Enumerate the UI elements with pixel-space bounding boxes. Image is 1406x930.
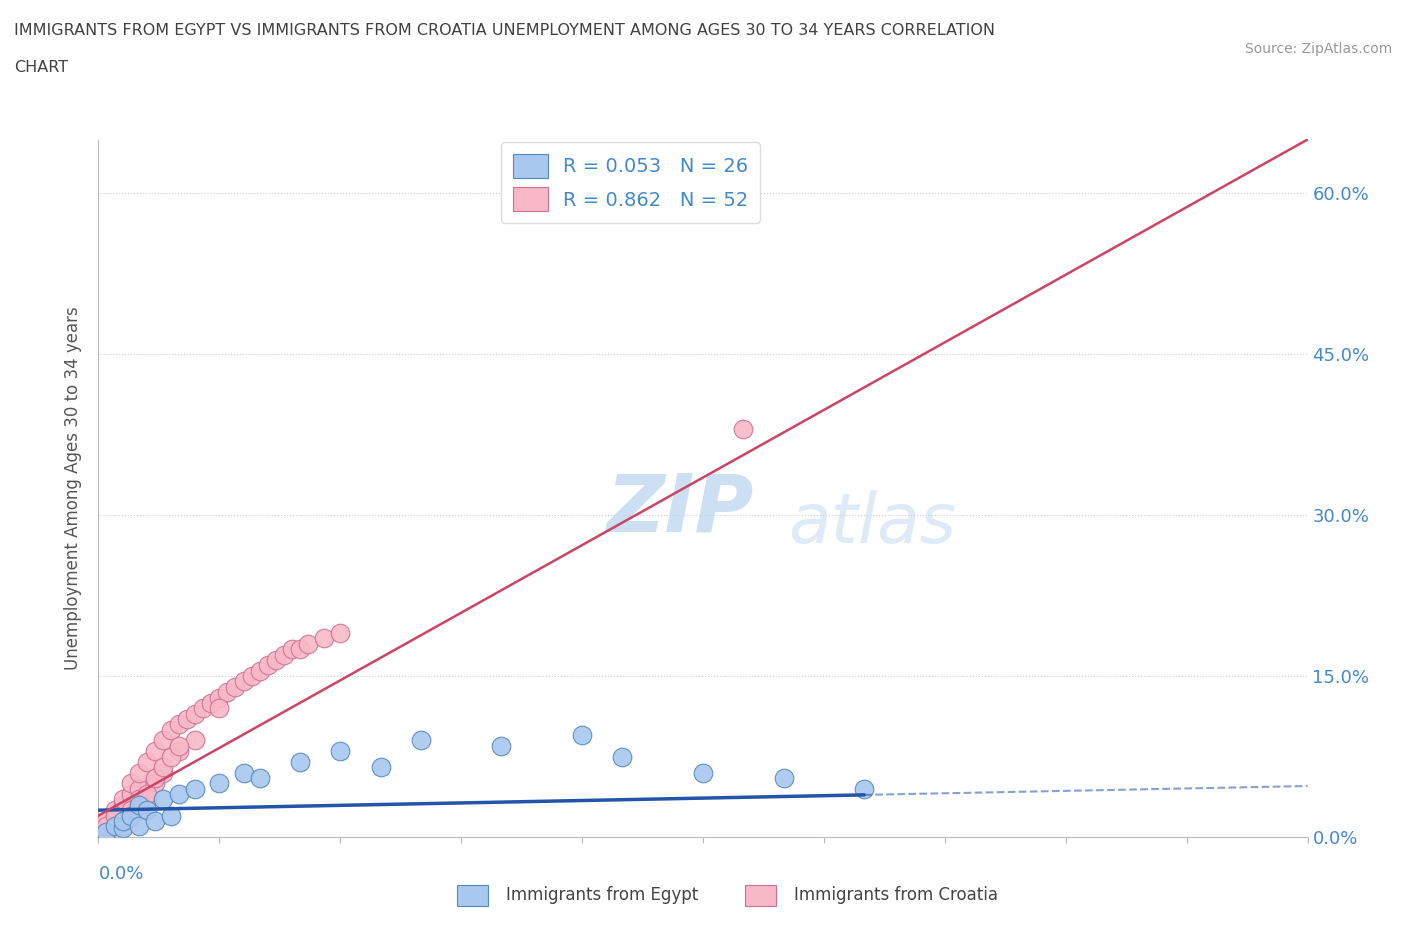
Point — [208, 701, 231, 716]
Point — [200, 696, 222, 711]
Point — [273, 647, 295, 662]
Y-axis label: Unemployment Among Ages 30 to 34 years: Unemployment Among Ages 30 to 34 years — [65, 306, 83, 671]
Point — [264, 653, 287, 668]
Point — [143, 776, 166, 790]
Point — [135, 792, 157, 807]
Point — [288, 642, 311, 657]
Point — [152, 733, 174, 748]
Point — [733, 422, 755, 437]
Point — [128, 792, 150, 807]
Point — [143, 771, 166, 786]
Point — [232, 765, 254, 780]
Point — [409, 733, 432, 748]
Point — [256, 658, 278, 672]
Point — [120, 787, 142, 802]
Point — [167, 787, 190, 802]
Point — [314, 631, 336, 646]
Point — [103, 808, 125, 823]
Text: 0.0%: 0.0% — [98, 865, 143, 883]
Point — [370, 760, 392, 775]
Point — [329, 744, 352, 759]
Point — [232, 674, 254, 689]
Point — [96, 824, 118, 839]
Point — [103, 803, 125, 817]
Point — [184, 781, 207, 796]
Point — [135, 787, 157, 802]
Point — [96, 818, 118, 833]
Point — [288, 754, 311, 769]
Point — [152, 760, 174, 775]
Point — [111, 814, 134, 829]
Point — [111, 792, 134, 807]
Text: Immigrants from Egypt: Immigrants from Egypt — [506, 885, 699, 904]
Point — [772, 771, 794, 786]
Legend: R = 0.053   N = 26, R = 0.862   N = 52: R = 0.053 N = 26, R = 0.862 N = 52 — [501, 142, 761, 223]
Point — [208, 776, 231, 790]
Point — [176, 711, 198, 726]
Point — [217, 684, 239, 699]
Point — [184, 733, 207, 748]
Point — [160, 723, 183, 737]
Point — [240, 669, 263, 684]
Point — [135, 754, 157, 769]
Bar — [745, 885, 776, 906]
Point — [571, 727, 593, 742]
Point — [103, 818, 125, 833]
Point — [120, 808, 142, 823]
Point — [111, 814, 134, 829]
Point — [249, 663, 271, 678]
Point — [120, 776, 142, 790]
Point — [152, 765, 174, 780]
Point — [160, 808, 183, 823]
Point — [184, 706, 207, 721]
Text: CHART: CHART — [14, 60, 67, 75]
Point — [111, 818, 134, 833]
Text: Immigrants from Croatia: Immigrants from Croatia — [794, 885, 998, 904]
Point — [249, 771, 271, 786]
Point — [111, 821, 134, 836]
Point — [135, 803, 157, 817]
Point — [128, 803, 150, 817]
Point — [167, 717, 190, 732]
Text: ZIP: ZIP — [606, 471, 754, 548]
Point — [224, 679, 246, 694]
Point — [297, 636, 319, 651]
Point — [167, 738, 190, 753]
Point — [167, 744, 190, 759]
Point — [128, 765, 150, 780]
Point — [160, 749, 183, 764]
Text: Source: ZipAtlas.com: Source: ZipAtlas.com — [1244, 42, 1392, 56]
Point — [120, 803, 142, 817]
Point — [692, 765, 714, 780]
Point — [143, 814, 166, 829]
Point — [143, 744, 166, 759]
Point — [103, 808, 125, 823]
Point — [96, 824, 118, 839]
Text: IMMIGRANTS FROM EGYPT VS IMMIGRANTS FROM CROATIA UNEMPLOYMENT AMONG AGES 30 TO 3: IMMIGRANTS FROM EGYPT VS IMMIGRANTS FROM… — [14, 23, 995, 38]
Bar — [457, 885, 488, 906]
Point — [329, 626, 352, 641]
Point — [612, 749, 634, 764]
Point — [128, 818, 150, 833]
Point — [853, 781, 876, 796]
Text: atlas: atlas — [787, 489, 956, 557]
Point — [193, 701, 215, 716]
Point — [152, 792, 174, 807]
Point — [208, 690, 231, 705]
Point — [491, 738, 513, 753]
Point — [111, 797, 134, 812]
Point — [96, 814, 118, 829]
Point — [128, 797, 150, 812]
Point — [128, 781, 150, 796]
Point — [281, 642, 304, 657]
